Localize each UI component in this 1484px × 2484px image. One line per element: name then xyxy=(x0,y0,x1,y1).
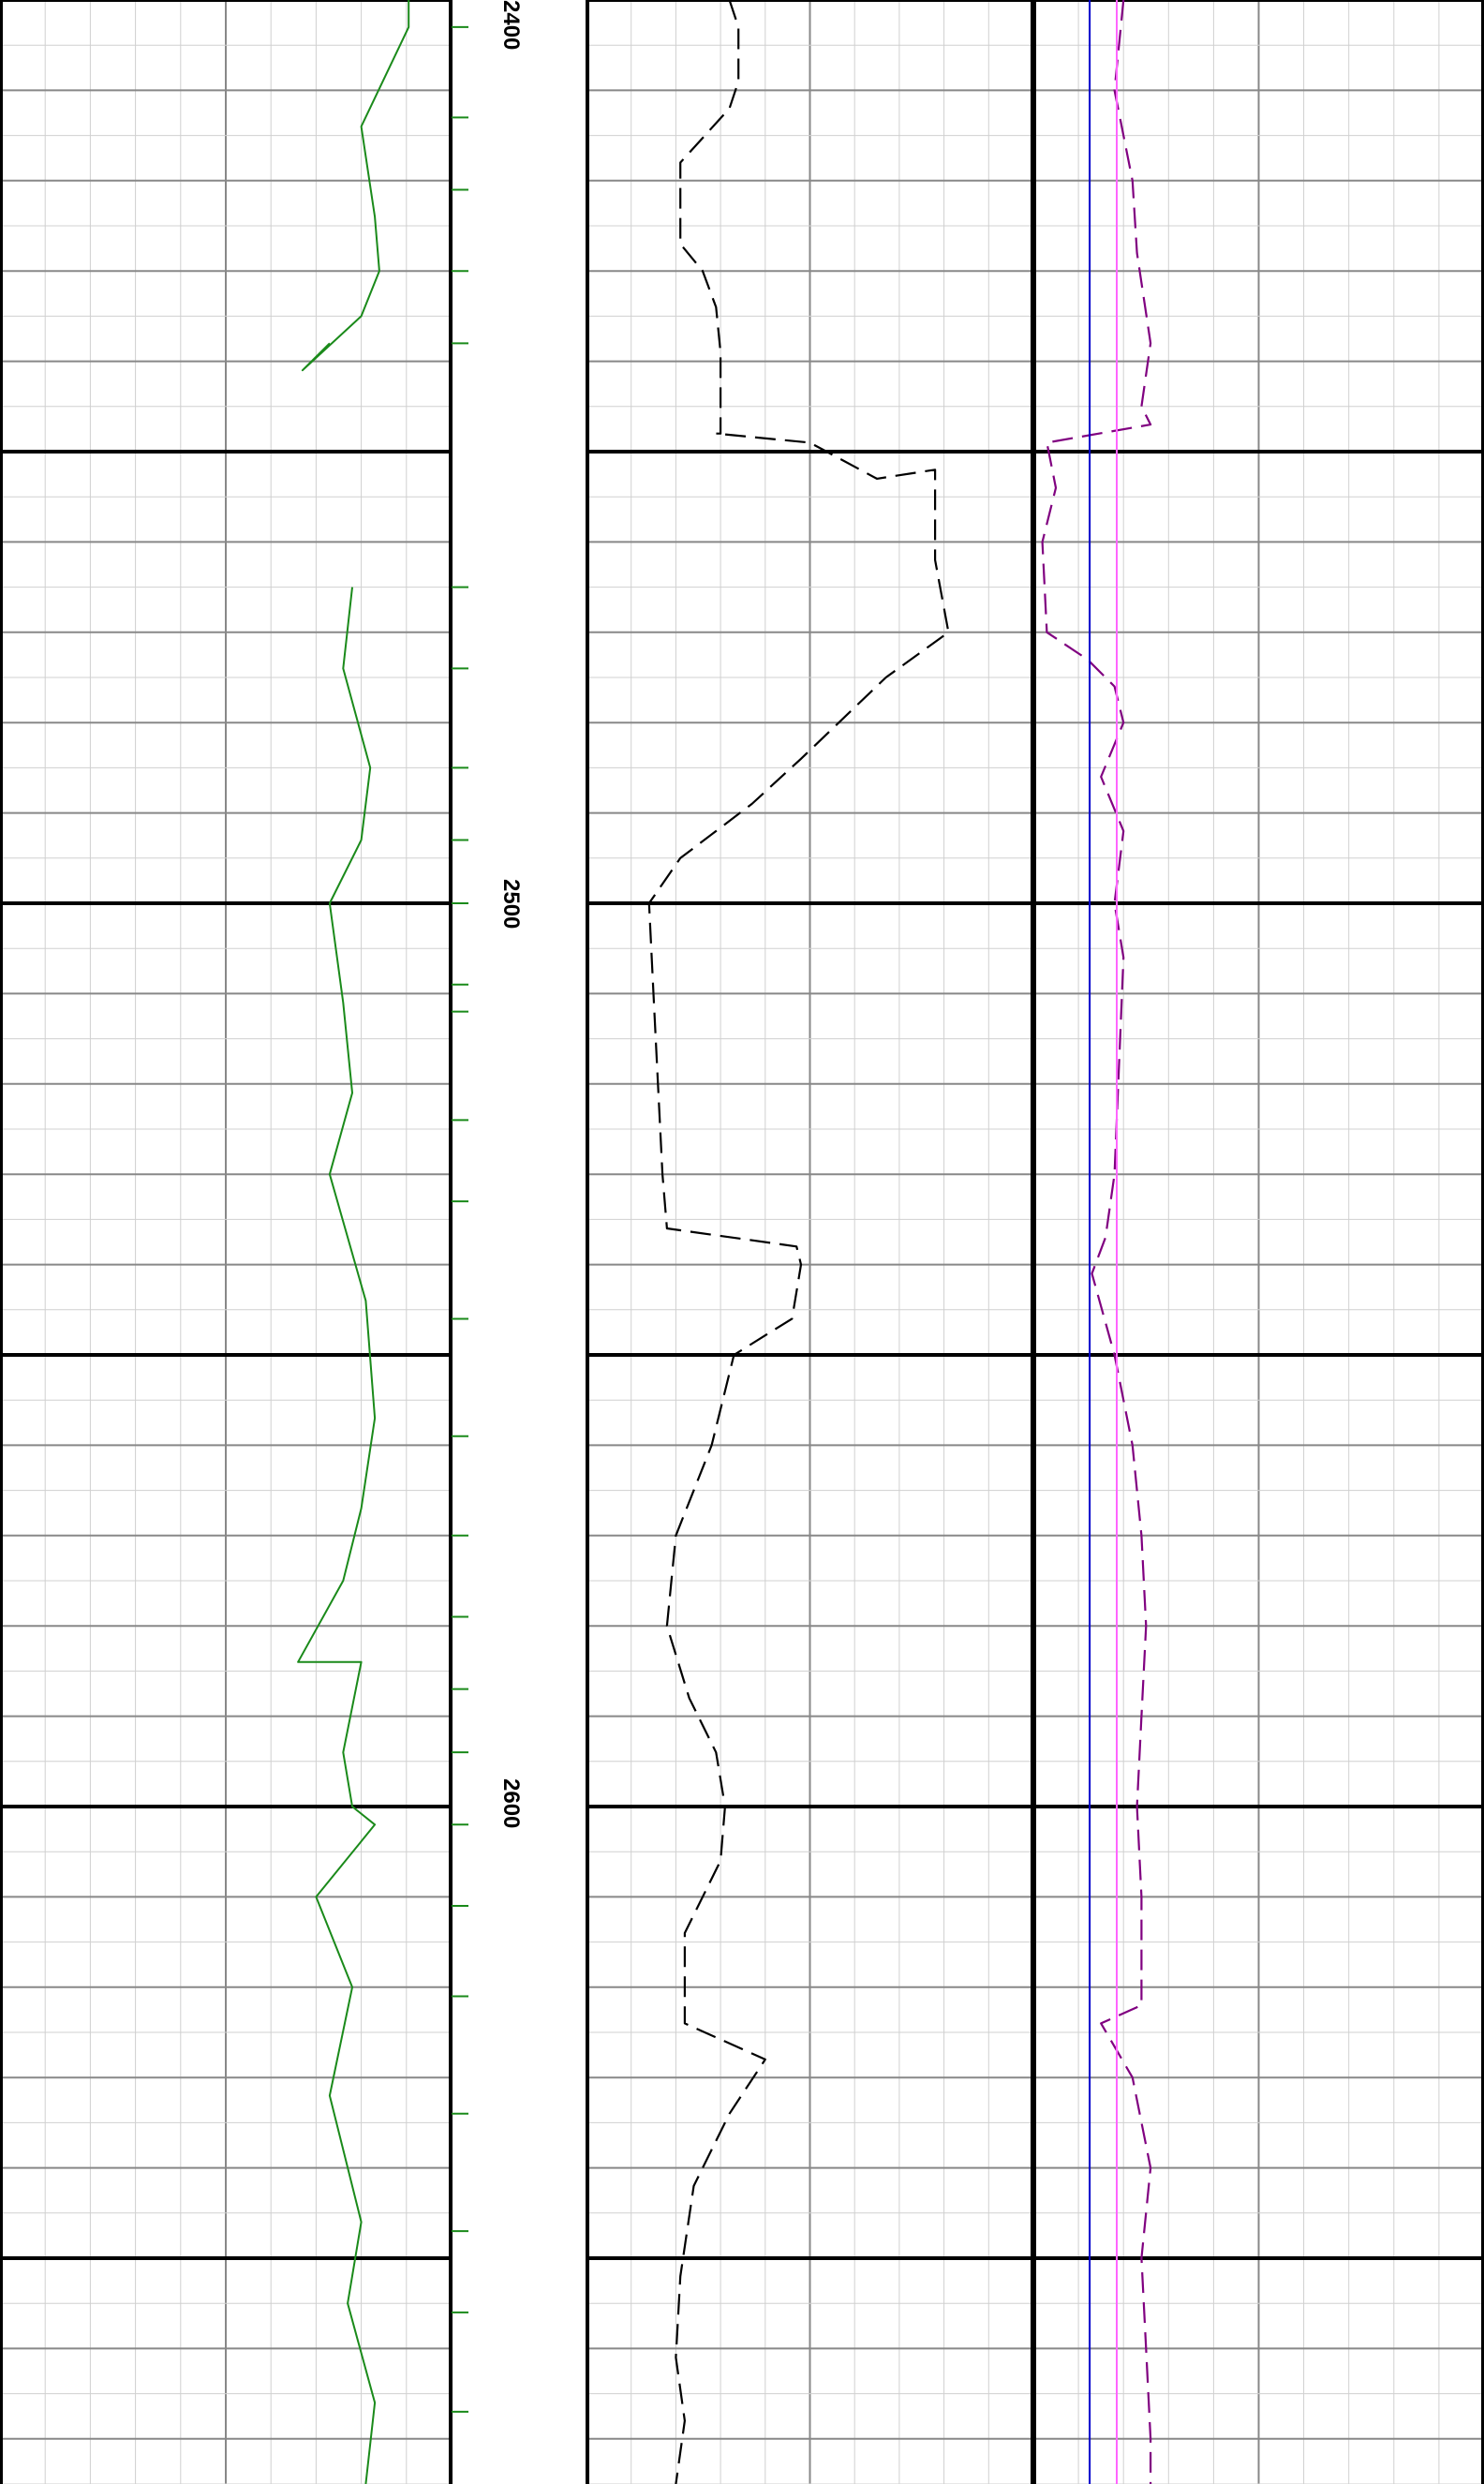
depth-track: 2400 2500 2600 xyxy=(452,0,524,2413)
track-3 xyxy=(1032,0,1484,2484)
depth-label-2400: 2400 xyxy=(498,0,524,50)
depth-label-2600: 2600 xyxy=(498,1778,524,1828)
series-line-0-0-0 xyxy=(301,0,410,372)
track-1 xyxy=(0,0,453,2484)
track-2 xyxy=(586,0,1034,2484)
series-line-0-0-1 xyxy=(297,587,377,2484)
series-line-1-0-0 xyxy=(647,0,950,2484)
series-line-2-0-0 xyxy=(1041,0,1152,2484)
depth-label-2500: 2500 xyxy=(498,879,524,929)
